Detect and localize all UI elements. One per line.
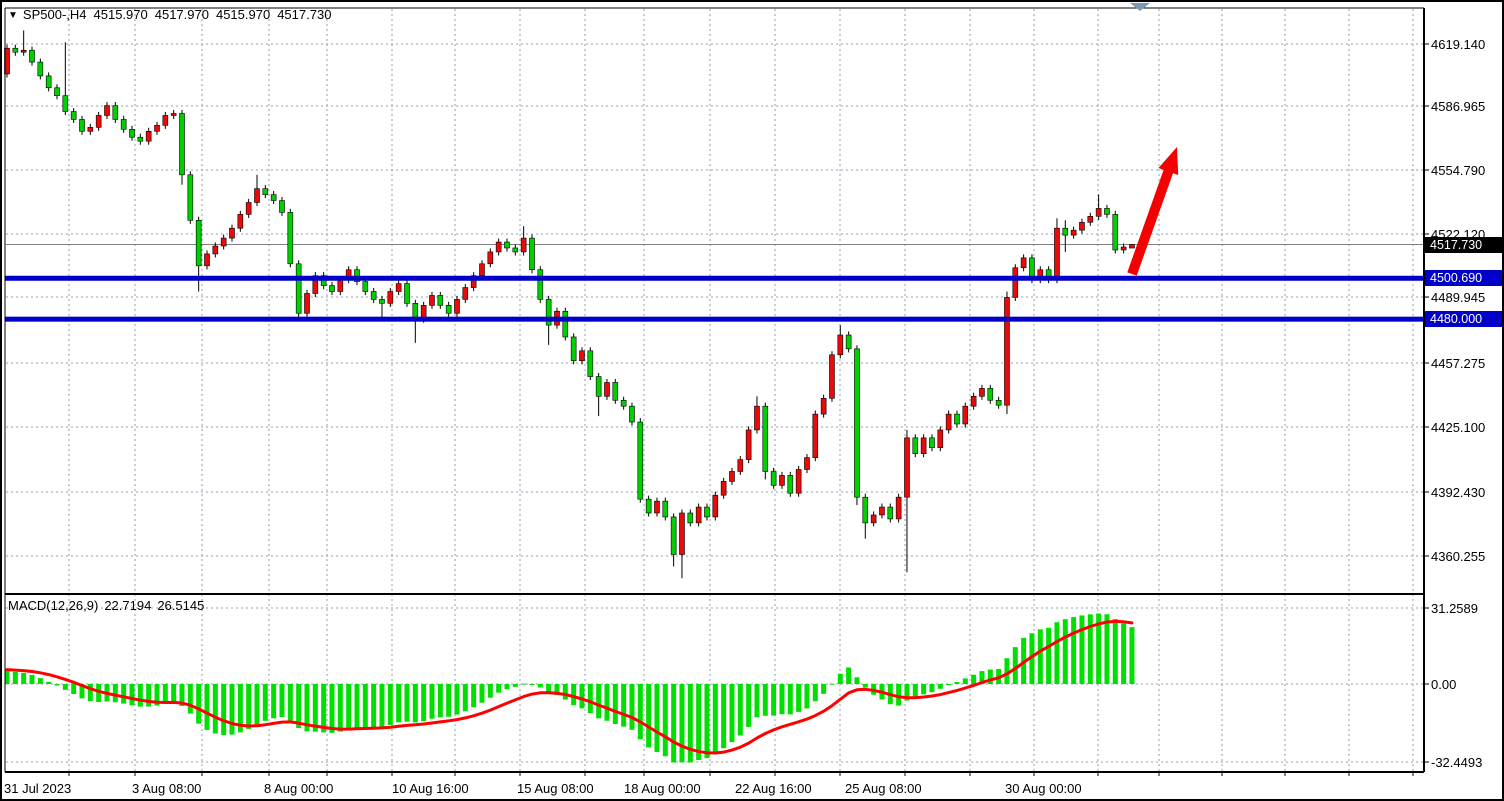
macd-signal-line bbox=[5, 619, 1134, 755]
candles[interactable] bbox=[4, 30, 1135, 579]
scroll-end-marker[interactable] bbox=[1130, 3, 1150, 11]
trend-arrow[interactable] bbox=[1127, 147, 1179, 276]
macd-histogram bbox=[4, 613, 1135, 763]
support-level-line[interactable] bbox=[5, 275, 1423, 281]
support-level-line[interactable] bbox=[5, 316, 1423, 322]
